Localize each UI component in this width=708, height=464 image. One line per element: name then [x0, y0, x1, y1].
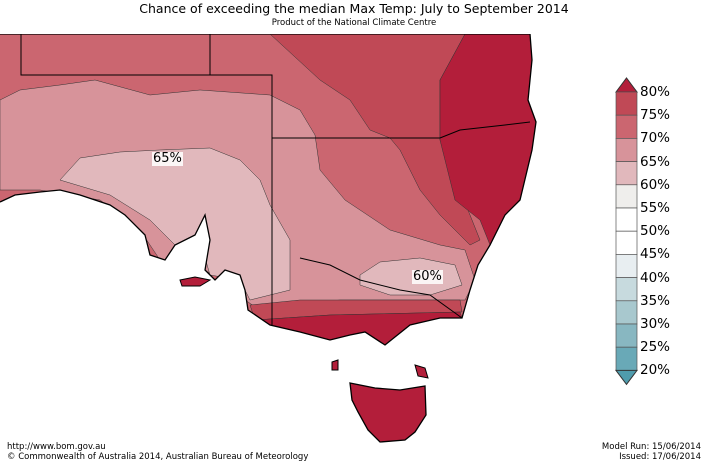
map-subtitle: Product of the National Climate Centre — [271, 18, 437, 28]
map-label-65: 65% — [152, 151, 183, 166]
probability-map — [0, 34, 537, 443]
source-url[interactable]: http://www.bom.gov.au — [7, 442, 106, 452]
legend-tick-label: 65% — [640, 153, 671, 170]
legend-arrow-bottom — [615, 369, 638, 386]
map-title: Chance of exceeding the median Max Temp:… — [139, 1, 569, 16]
legend-band — [615, 230, 638, 255]
tasmania — [349, 382, 427, 443]
legend-band — [615, 138, 638, 162]
legend-band — [615, 161, 638, 186]
legend-band — [615, 346, 638, 371]
legend-tick-label: 80% — [640, 84, 671, 100]
map-label-60: 60% — [412, 269, 443, 284]
coastline — [0, 34, 537, 346]
zone-60-65-east — [359, 257, 463, 296]
copyright: © Commonwealth of Australia 2014, Austra… — [7, 452, 309, 462]
model-run: Model Run: 15/06/2014 — [601, 442, 701, 452]
kangaroo-island — [179, 276, 212, 287]
legend-tick-label: 45% — [640, 246, 671, 263]
legend-tick-label: 75% — [640, 107, 671, 124]
flinders-island — [414, 364, 429, 379]
legend-tick-label: 35% — [640, 292, 671, 309]
state-borders — [20, 34, 531, 325]
legend-tick-label: 50% — [640, 223, 671, 240]
legend-band — [615, 207, 638, 232]
legend-band — [615, 300, 638, 325]
legend-tick-label: 70% — [640, 130, 671, 147]
legend-arrow-top — [615, 77, 638, 93]
legend-band — [615, 254, 638, 278]
legend-tick-label: 55% — [640, 200, 671, 216]
legend-band — [615, 91, 638, 116]
legend-band — [615, 114, 638, 139]
color-legend — [615, 77, 638, 386]
legend-tick-label: 30% — [640, 316, 671, 332]
legend-tick-label: 25% — [640, 339, 671, 356]
legend-band — [615, 323, 638, 348]
legend-band — [615, 277, 638, 302]
legend-tick-label: 40% — [640, 269, 671, 286]
king-island — [331, 359, 339, 371]
legend-tick-label: 20% — [640, 362, 671, 379]
zone-above-80-east — [439, 34, 536, 246]
zone-above-80-south — [254, 311, 471, 345]
zone-60-65-west — [59, 147, 291, 301]
legend-tick-label: 60% — [640, 176, 671, 193]
legend-band — [615, 184, 638, 209]
issued-date: Issued: 17/06/2014 — [619, 452, 701, 462]
